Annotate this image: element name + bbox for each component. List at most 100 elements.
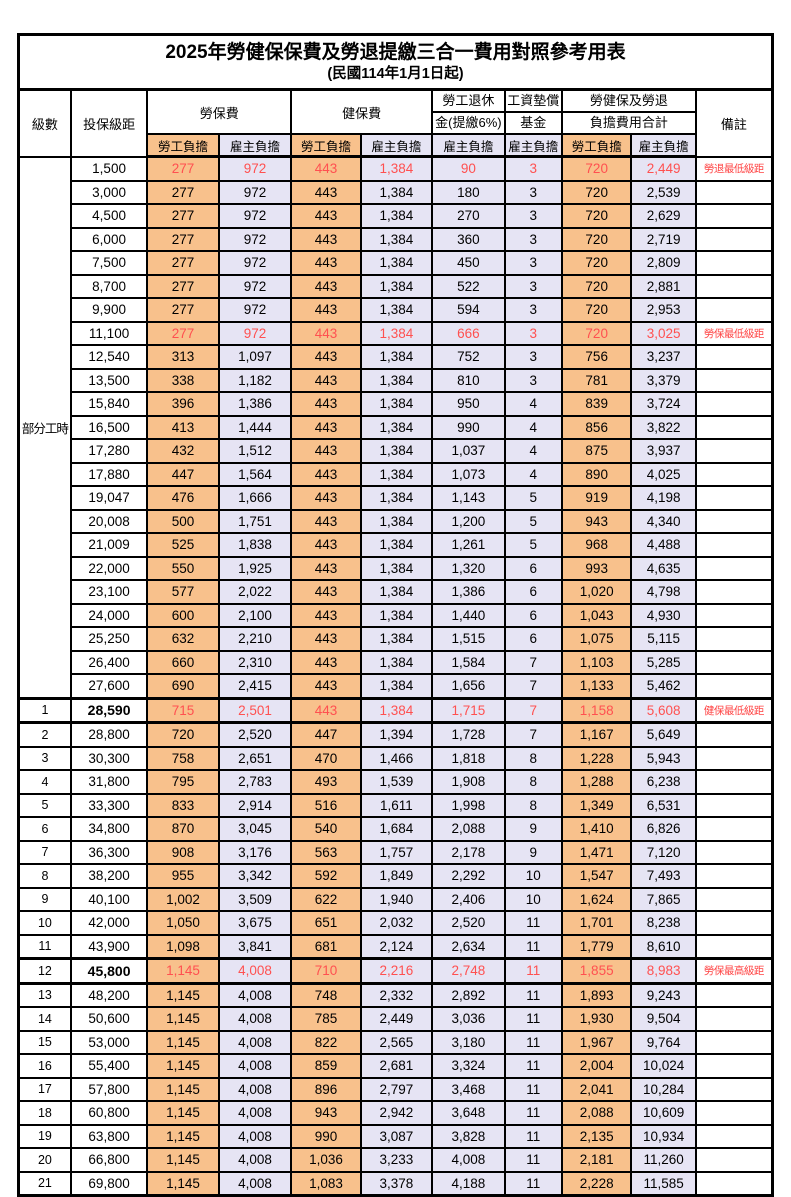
cell-value: 7 (503, 721, 563, 748)
cell-value: 443 (290, 320, 362, 346)
cell-value: 443 (290, 203, 362, 229)
cell-value: 11 (503, 1100, 563, 1126)
cell-value: 2,501 (217, 696, 293, 724)
cell-value: 2,539 (630, 179, 697, 205)
cell-remark (694, 982, 774, 1008)
subheader-total-employee: 勞工負擔 (560, 133, 633, 158)
cell-value: 1,145 (146, 1076, 220, 1102)
cell-value: 4,340 (630, 508, 697, 534)
cell-value: 1,656 (431, 673, 506, 699)
cell-value: 2,100 (217, 602, 293, 628)
cell-value: 1,701 (560, 910, 633, 936)
col-header-health-fee: 健保費 (290, 88, 434, 135)
cell-value: 3,509 (217, 886, 293, 912)
cell-value: 4,008 (217, 1053, 293, 1079)
cell-value: 2,210 (217, 626, 293, 652)
cell-value: 443 (290, 508, 362, 534)
cell-value: 785 (290, 1006, 362, 1032)
cell-bracket: 30,300 (69, 745, 149, 771)
cell-value: 2,629 (630, 203, 697, 229)
table-row: 26,400 660 2,310 443 1,384 1,584 7 1,103 5,285 (19, 649, 774, 675)
cell-value: 720 (560, 297, 633, 323)
cell-value: 277 (146, 320, 220, 346)
table-title-block: 2025年勞健保保費及勞退提繳三合一費用對照參考用表 (民國114年1月1日起) (17, 33, 774, 91)
cell-value: 8 (503, 792, 563, 818)
cell-value: 1,145 (146, 1100, 220, 1126)
cell-value: 577 (146, 579, 220, 605)
cell-value: 277 (146, 155, 220, 182)
cell-value: 443 (290, 297, 362, 323)
cell-value: 1,075 (560, 626, 633, 652)
cell-value: 720 (560, 273, 633, 299)
cell-value: 180 (431, 179, 506, 205)
table-row: 15,840 396 1,386 443 1,384 950 4 839 3,724 (19, 391, 774, 417)
cell-remark (694, 297, 774, 323)
cell-value: 1,940 (359, 886, 434, 912)
cell-level: 14 (17, 1006, 72, 1032)
cell-value: 4,198 (630, 485, 697, 511)
cell-value: 859 (290, 1053, 362, 1079)
cell-value: 4,008 (217, 982, 293, 1008)
table-row: 14 50,600 1,145 4,008 785 2,449 3,036 11 1,930 9,… (17, 1006, 774, 1032)
cell-value: 1,893 (560, 982, 633, 1008)
cell-value: 972 (217, 320, 293, 346)
cell-remark (694, 769, 774, 795)
cell-value: 3 (503, 203, 563, 229)
table-row: 13 48,200 1,145 4,008 748 2,332 2,892 11 1,893 9,… (17, 982, 774, 1008)
cell-bracket: 66,800 (69, 1147, 149, 1173)
cell-value: 3 (503, 155, 563, 182)
cell-value: 3 (503, 179, 563, 205)
cell-remark (694, 203, 774, 229)
cell-value: 4,008 (217, 1123, 293, 1149)
cell-value: 6 (503, 555, 563, 581)
cell-value: 2,651 (217, 745, 293, 771)
cell-value: 1,386 (217, 391, 293, 417)
cell-value: 516 (290, 792, 362, 818)
cell-value: 1,855 (560, 957, 633, 985)
col-header-total-line2: 負擔費用合計 (560, 111, 697, 135)
cell-bracket: 4,500 (69, 203, 149, 229)
cell-value: 1,394 (359, 721, 434, 748)
cell-value: 3,233 (359, 1147, 434, 1173)
cell-value: 1,384 (359, 391, 434, 417)
cell-value: 2,088 (431, 816, 506, 842)
table-row: 5 33,300 833 2,914 516 1,611 1,998 8 1,349 6,531 (17, 792, 774, 818)
cell-value: 443 (290, 179, 362, 205)
cell-bracket: 23,100 (69, 579, 149, 605)
cell-value: 1,145 (146, 1147, 220, 1173)
cell-level: 3 (17, 745, 72, 771)
cell-remark (694, 250, 774, 276)
cell-value: 1,145 (146, 1029, 220, 1055)
cell-value: 4,008 (431, 1147, 506, 1173)
cell-value: 1,611 (359, 792, 434, 818)
table-row: 3,000 277 972 443 1,384 180 3 720 2,539 (19, 179, 774, 205)
cell-value: 1,145 (146, 1006, 220, 1032)
table-row: 7,500 277 972 443 1,384 450 3 720 2,809 (19, 250, 774, 276)
cell-value: 1,384 (359, 344, 434, 370)
table-row: 11 43,900 1,098 3,841 681 2,124 2,634 11 1,779 8,… (17, 933, 774, 960)
cell-remark (694, 1123, 774, 1149)
cell-value: 2,310 (217, 649, 293, 675)
cell-value: 875 (560, 438, 633, 464)
cell-bracket: 45,800 (69, 957, 149, 985)
cell-remark (694, 933, 774, 960)
cell-value: 10 (503, 863, 563, 889)
cell-value: 443 (290, 367, 362, 393)
cell-value: 990 (431, 414, 506, 440)
subheader-wage-fund-employer: 雇主負擔 (503, 133, 563, 158)
cell-value: 2,953 (630, 297, 697, 323)
cell-value: 2,942 (359, 1100, 434, 1126)
cell-value: 1,925 (217, 555, 293, 581)
table-row: 17,880 447 1,564 443 1,384 1,073 4 890 4,025 (19, 461, 774, 487)
table-row: 6,000 277 972 443 1,384 360 3 720 2,719 (19, 226, 774, 252)
premium-table: 2025年勞健保保費及勞退提繳三合一費用對照參考用表 (民國114年1月1日起)… (17, 33, 774, 1197)
cell-value: 896 (290, 1076, 362, 1102)
cell-remark: 勞保最低級距 (694, 320, 774, 346)
cell-value: 4,008 (217, 1076, 293, 1102)
cell-value: 1,384 (359, 250, 434, 276)
cell-value: 11 (503, 1123, 563, 1149)
cell-value: 493 (290, 769, 362, 795)
cell-value: 3 (503, 273, 563, 299)
table-row: 6 34,800 870 3,045 540 1,684 2,088 9 1,410 6,826 (17, 816, 774, 842)
cell-value: 277 (146, 179, 220, 205)
